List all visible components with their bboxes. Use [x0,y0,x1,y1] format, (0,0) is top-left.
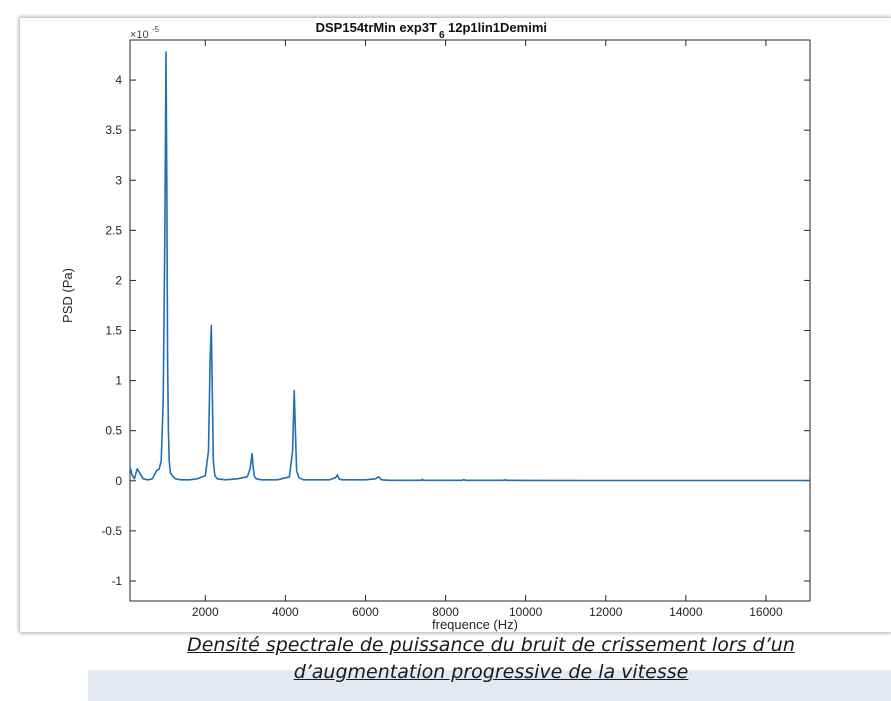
figure-caption: Densité spectrale de puissance du bruit … [96,632,886,686]
y-axis-label: PSD (Pa) [60,268,75,323]
caption-line-1: Densité spectrale de puissance du bruit … [187,634,795,656]
y-tick-label: 3.5 [105,123,122,137]
y-tick-label: 0 [115,474,122,488]
caption-line-2: d’augmentation progressive de la vitesse [293,661,689,683]
y-axis-ticks: -1 -0.5 0 0.5 1 1.5 2 2.5 3 3.5 4 [101,73,810,588]
y-tick-label: 2.5 [105,223,122,237]
x-axis-ticks: 2000 4000 6000 8000 10000 12000 14000 16000 [192,40,783,619]
x-tick-label: 14000 [669,605,703,619]
chart-title-main: DSP154trMin exp3T [316,20,437,35]
y-tick-label: -1 [111,574,122,588]
plot-area [129,39,811,602]
y-tick-label: 1 [115,374,122,388]
x-tick-label: 12000 [589,605,623,619]
x-tick-label: 6000 [352,605,379,619]
chart-title: DSP154trMin exp3T 6 12p1lin1Demimi [316,20,547,41]
chart-title-subscript: 6 [439,30,445,41]
y-tick-label: 3 [115,173,122,187]
x-tick-label: 4000 [272,605,299,619]
y-multiplier-exponent: -5 [152,25,160,34]
y-tick-label: 0.5 [105,424,122,438]
psd-chart: DSP154trMin exp3T 6 12p1lin1Demimi ×10 -… [60,20,811,632]
y-multiplier-base: ×10 [130,29,149,41]
y-tick-label: 1.5 [105,324,122,338]
y-tick-label: -0.5 [101,524,122,538]
figure-frame: DSP154trMin exp3T 6 12p1lin1Demimi ×10 -… [20,18,891,632]
x-tick-label: 16000 [749,605,783,619]
x-tick-label: 2000 [192,605,219,619]
x-tick-label: 10000 [509,605,543,619]
psd-series-line [129,51,810,482]
chart-title-tail: 12p1lin1Demimi [448,20,547,35]
y-tick-label: 4 [115,73,122,87]
y-tick-label: 2 [115,273,122,287]
x-tick-label: 8000 [432,605,459,619]
x-axis-label: frequence (Hz) [432,617,518,632]
